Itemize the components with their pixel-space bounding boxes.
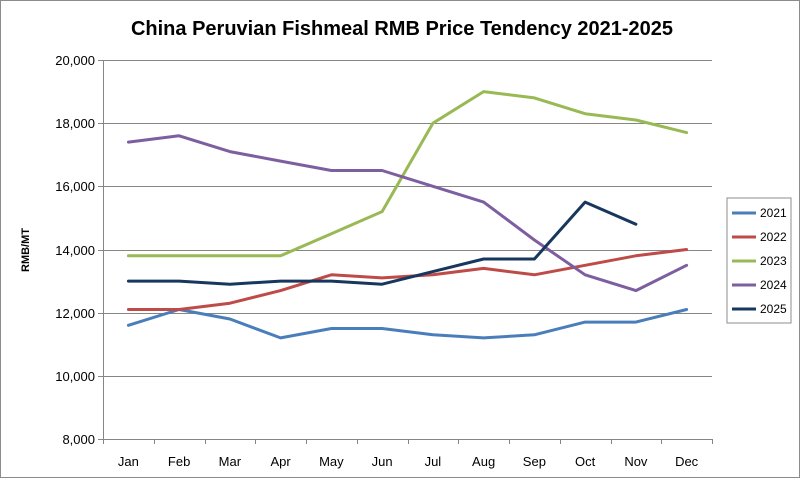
y-tick-label: 12,000 xyxy=(55,306,95,321)
legend-label: 2022 xyxy=(760,230,787,244)
legend-label: 2021 xyxy=(760,206,787,220)
y-tick-label: 8,000 xyxy=(62,432,95,447)
x-tick-label: Sep xyxy=(523,454,546,469)
x-tick-label: Apr xyxy=(271,454,292,469)
series-line-2024 xyxy=(126,134,689,293)
legend: 2021 2022 2023 2024 2025 xyxy=(726,197,792,324)
x-tick-label: Oct xyxy=(575,454,596,469)
y-tick-label: 16,000 xyxy=(55,179,95,194)
y-tick-labels: 8,000 10,000 12,000 14,000 16,000 18,000 20,00… xyxy=(55,53,95,447)
legend-label: 2025 xyxy=(760,302,787,316)
x-tick-labels: Jan Feb Mar Apr May Jun Jul Aug Sep Oct Nov Dec xyxy=(118,454,699,469)
y-tick-label: 14,000 xyxy=(55,243,95,258)
legend-label: 2023 xyxy=(760,254,787,268)
x-tick-label: Nov xyxy=(624,454,648,469)
axes xyxy=(98,60,713,444)
series-lines xyxy=(126,90,689,340)
x-tick-label: Jun xyxy=(372,454,393,469)
legend-label: 2024 xyxy=(760,278,787,292)
series-line-2025 xyxy=(126,200,638,286)
series-line-2021 xyxy=(126,308,689,340)
y-axis-label: RMB/MT xyxy=(20,228,32,272)
x-tick-label: Jul xyxy=(425,454,442,469)
x-tick-label: Jan xyxy=(118,454,139,469)
x-tick-label: Mar xyxy=(219,454,242,469)
y-tick-label: 18,000 xyxy=(55,116,95,131)
x-tick-label: Aug xyxy=(472,454,495,469)
x-tick-label: Dec xyxy=(675,454,699,469)
series-line-2022 xyxy=(126,248,689,311)
x-tick-label: Feb xyxy=(168,454,190,469)
y-tick-label: 10,000 xyxy=(55,369,95,384)
series-line-2023 xyxy=(126,90,689,258)
x-tick-label: May xyxy=(319,454,344,469)
y-tick-label: 20,000 xyxy=(55,53,95,68)
chart-title: China Peruvian Fishmeal RMB Price Tenden… xyxy=(131,18,673,40)
